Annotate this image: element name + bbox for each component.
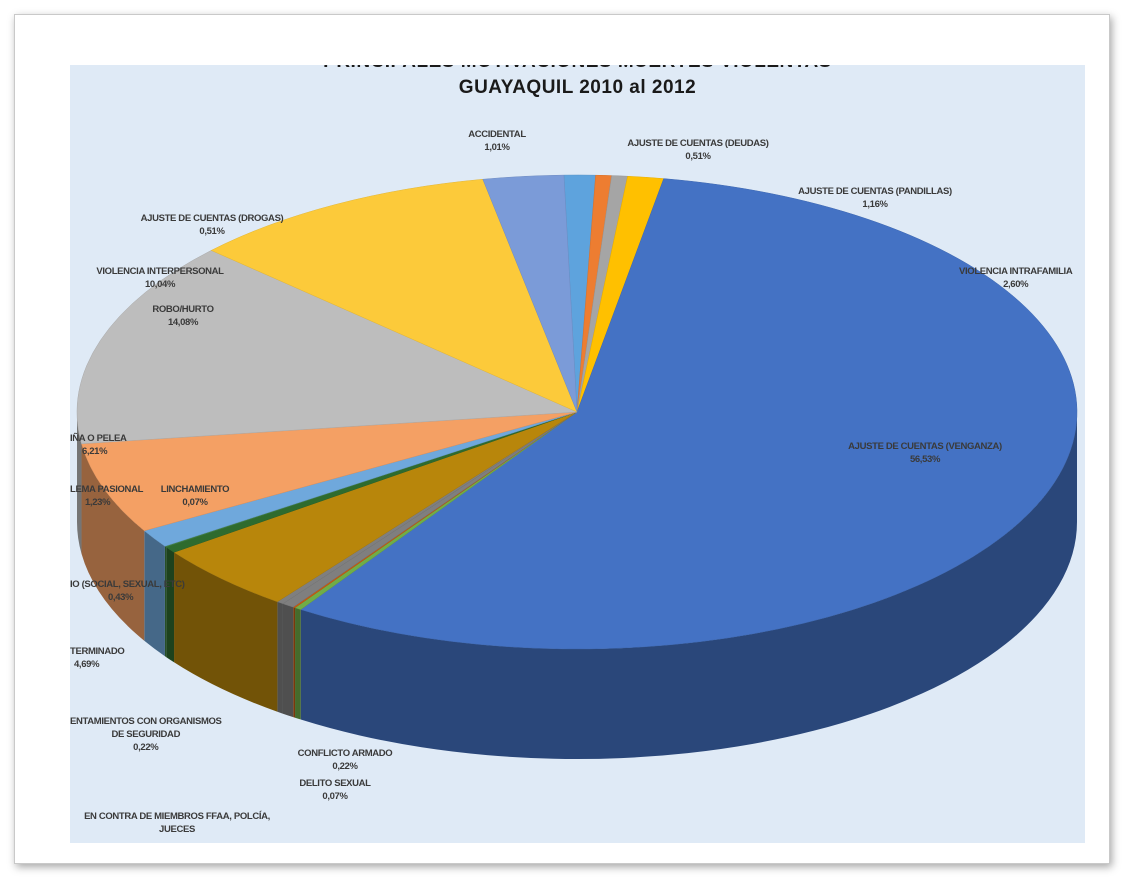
pie-slice <box>76 250 578 445</box>
pie-chart <box>76 174 1078 759</box>
label-intrafamilia: VIOLENCIA INTRAFAMILIA 2,60% <box>959 266 1073 290</box>
label-pasional: LEMA PASIONAL 1,23% <box>70 484 144 508</box>
pie-slice-side <box>77 412 82 554</box>
label-drogas: AJUSTE DE CUENTAS (DROGAS) 0,51% <box>140 213 284 237</box>
pie-slice <box>210 178 578 413</box>
pie-slice <box>482 174 578 413</box>
label-accidental: ACCIDENTAL 1,01% <box>468 129 526 153</box>
pie-slice-side <box>164 546 167 658</box>
label-robo: ROBO/HURTO 14,08% <box>152 304 214 328</box>
chart-title-line2: GUAYAQUIL 2010 al 2012 <box>458 77 697 98</box>
chart-frame: PRINCIPALES MOTIVACIONES MUERTES VIOLENT… <box>14 14 1110 864</box>
label-deudas: AJUSTE DE CUENTAS (DEUDAS) 0,51% <box>627 138 769 162</box>
label-pandillas: AJUSTE DE CUENTAS (PANDILLAS) 1,16% <box>798 186 952 210</box>
label-social: IO (SOCIAL, SEXUAL, ETC) 0,43% <box>70 579 185 603</box>
pie-slice-side <box>277 601 283 714</box>
label-interpersonal: VIOLENCIA INTERPERSONAL 10,04% <box>96 266 224 290</box>
pie-slice-side <box>144 530 165 657</box>
chart-title-line1: PRINCIPALES MOTIVACIONES MUERTES VIOLENT… <box>70 65 1085 73</box>
pie-slice <box>81 411 578 532</box>
label-delito: DELITO SEXUAL 0,07% <box>299 778 371 802</box>
pie-slice-side <box>282 603 294 718</box>
pie-slice <box>300 178 1078 650</box>
label-venganza: AJUSTE DE CUENTAS (VENGANZA) 56,53% <box>848 441 1002 465</box>
label-conflicto: CONFLICTO ARMADO 0,22% <box>297 748 393 772</box>
chart-area: PRINCIPALES MOTIVACIONES MUERTES VIOLENT… <box>70 65 1085 843</box>
label-contra: EN CONTRA DE MIEMBROS FFAA, POLCÍA, JUECE… <box>84 811 270 835</box>
label-seguridad: ENTAMIENTOS CON ORGANISMOS DE SEGURIDAD 0,… <box>70 716 222 753</box>
pie-slice-side <box>295 607 301 720</box>
pie-slice-side <box>166 547 175 663</box>
pie-slice-side <box>300 412 1077 759</box>
pie-slice-side <box>293 607 296 718</box>
pie-slice-side <box>81 443 145 641</box>
label-linchamiento: LINCHAMIENTO 0,07% <box>160 484 230 508</box>
label-terminado: TERMINADO 4,69% <box>70 646 125 670</box>
label-rina: IÑA O PELEA 6,21% <box>70 433 127 457</box>
